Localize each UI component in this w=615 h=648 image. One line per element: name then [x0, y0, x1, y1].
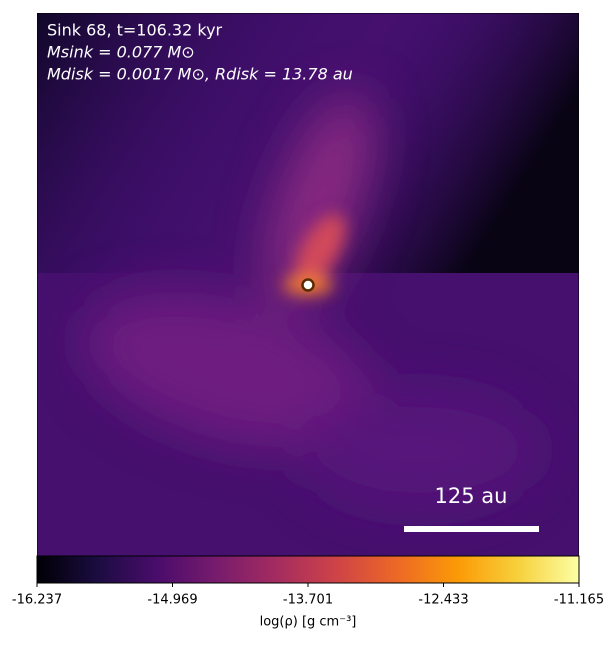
scalebar-label: 125 au [435, 484, 508, 508]
colorbar-tick-label: -14.969 [147, 593, 197, 608]
colorbar [36, 555, 580, 584]
sink-marker [301, 278, 315, 292]
scalebar [404, 526, 539, 532]
annotation: Sink 68, t=106.32 kyr [47, 21, 223, 40]
annotation: Mdisk = 0.0017 M⊙, Rdisk = 13.78 au [47, 65, 353, 84]
density-map [37, 13, 579, 556]
colorbar-tick-label: -11.165 [554, 593, 604, 608]
colorbar-tick-label: -12.433 [418, 593, 468, 608]
colorbar-tick-label: -13.701 [283, 593, 333, 608]
annotation: Msink = 0.077 M⊙ [47, 43, 195, 62]
colorbar-tick-label: -16.237 [12, 593, 62, 608]
colorbar-label: log(ρ) [g cm⁻³] [260, 615, 357, 630]
